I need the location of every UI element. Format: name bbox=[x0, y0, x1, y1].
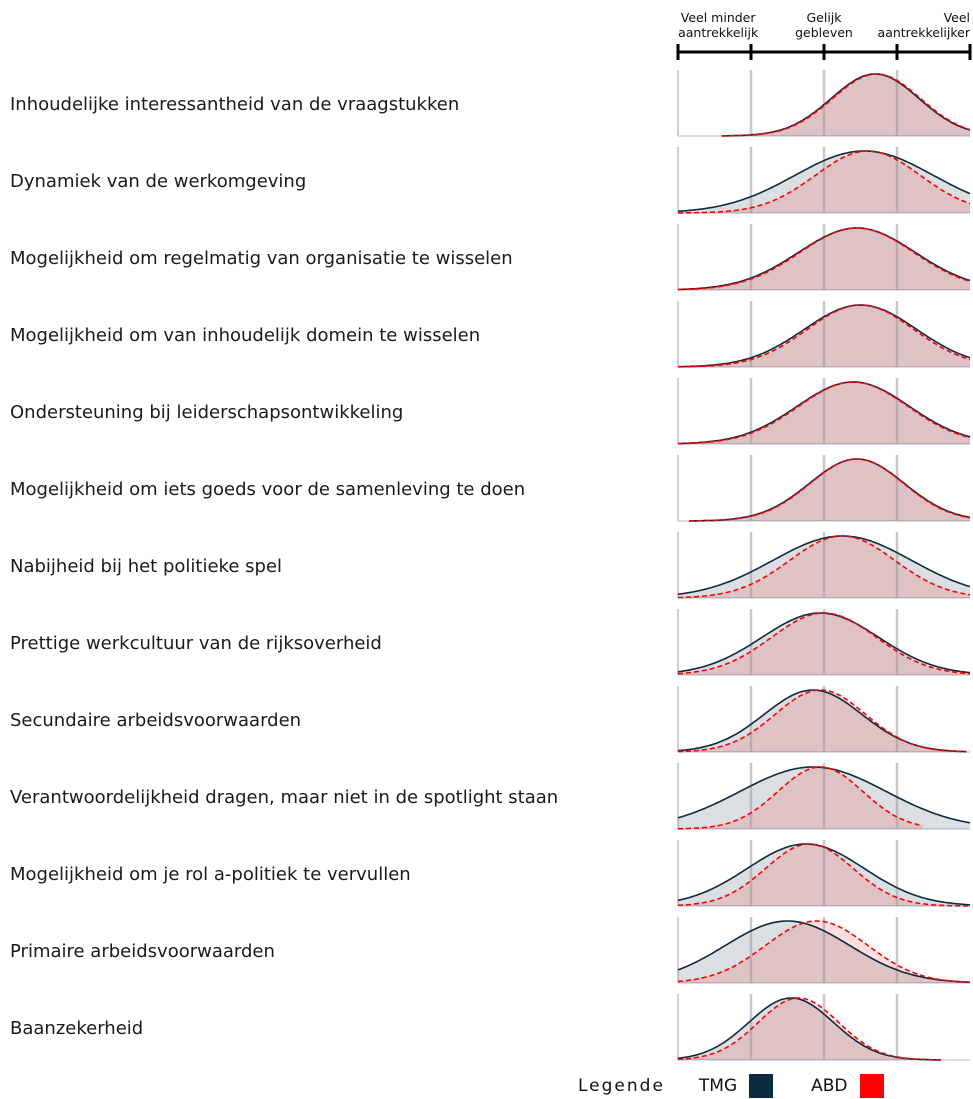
row-label-10: Verantwoordelijkheid dragen, maar niet i… bbox=[10, 787, 558, 808]
row-label-1: Inhoudelijke interessantheid van de vraa… bbox=[10, 94, 459, 115]
row-6: Mogelijkheid om iets goeds voor de samen… bbox=[10, 455, 970, 521]
legend-item-abd: ABD bbox=[811, 1074, 883, 1098]
scale-label-1-line-1: gebleven bbox=[795, 25, 853, 40]
ridgeline-chart: Veel minder aantrekkelijk Gelijk gebleven Ve… bbox=[0, 0, 973, 1070]
scale-label-1-line-0: Gelijk bbox=[806, 10, 842, 25]
row-label-11: Mogelijkheid om je rol a-politiek te ver… bbox=[10, 864, 411, 885]
row-label-8: Prettige werkcultuur van de rijksoverhei… bbox=[10, 633, 382, 654]
row-label-12: Primaire arbeidsvoorwaarden bbox=[10, 941, 275, 962]
row-5: Ondersteuning bij leiderschapsontwikkeli… bbox=[10, 378, 970, 444]
scale-label-1: Gelijk gebleven bbox=[795, 10, 853, 40]
row-8: Prettige werkcultuur van de rijksoverhei… bbox=[10, 609, 970, 675]
row-label-9: Secundaire arbeidsvoorwaarden bbox=[10, 710, 301, 731]
legend: Legende TMG ABD bbox=[578, 1073, 922, 1099]
row-label-6: Mogelijkheid om iets goeds voor de samen… bbox=[10, 479, 525, 500]
row-label-7: Nabijheid bij het politieke spel bbox=[10, 556, 282, 577]
scale-label-2-line-1: aantrekkelijker bbox=[878, 25, 971, 40]
chart-rows: Inhoudelijke interessantheid van de vraa… bbox=[10, 70, 970, 1060]
row-label-13: Baanzekerheid bbox=[10, 1018, 143, 1039]
row-9: Secundaire arbeidsvoorwaarden bbox=[10, 686, 970, 752]
area-abd bbox=[722, 74, 970, 136]
row-10: Verantwoordelijkheid dragen, maar niet i… bbox=[10, 763, 970, 829]
legend-title: Legende bbox=[578, 1076, 665, 1096]
legend-swatch-tmg bbox=[749, 1074, 773, 1098]
row-label-3: Mogelijkheid om regelmatig van organisat… bbox=[10, 248, 513, 269]
legend-label-tmg: TMG bbox=[699, 1076, 737, 1096]
scale-label-0: Veel minder aantrekkelijk bbox=[678, 10, 759, 40]
row-label-5: Ondersteuning bij leiderschapsontwikkeli… bbox=[10, 402, 403, 423]
legend-label-abd: ABD bbox=[811, 1076, 847, 1096]
scale-label-2: Veel aantrekkelijker bbox=[878, 10, 971, 40]
row-4: Mogelijkheid om van inhoudelijk domein t… bbox=[10, 301, 970, 367]
legend-item-tmg: TMG bbox=[699, 1074, 773, 1098]
row-2: Dynamiek van de werkomgeving bbox=[10, 147, 970, 213]
scale-axis: Veel minder aantrekkelijk Gelijk gebleven Ve… bbox=[678, 10, 971, 60]
row-label-4: Mogelijkheid om van inhoudelijk domein t… bbox=[10, 325, 480, 346]
row-label-2: Dynamiek van de werkomgeving bbox=[10, 171, 306, 192]
row-3: Mogelijkheid om regelmatig van organisat… bbox=[10, 224, 970, 290]
row-11: Mogelijkheid om je rol a-politiek te ver… bbox=[10, 840, 970, 906]
scale-label-0-line-1: aantrekkelijk bbox=[678, 25, 759, 40]
row-7: Nabijheid bij het politieke spel bbox=[10, 532, 970, 598]
row-12: Primaire arbeidsvoorwaarden bbox=[10, 917, 970, 983]
row-13: Baanzekerheid bbox=[10, 994, 970, 1060]
scale-label-0-line-0: Veel minder bbox=[681, 10, 757, 25]
row-1: Inhoudelijke interessantheid van de vraa… bbox=[10, 70, 970, 136]
scale-label-2-line-0: Veel bbox=[944, 10, 970, 25]
legend-swatch-abd bbox=[860, 1074, 884, 1098]
